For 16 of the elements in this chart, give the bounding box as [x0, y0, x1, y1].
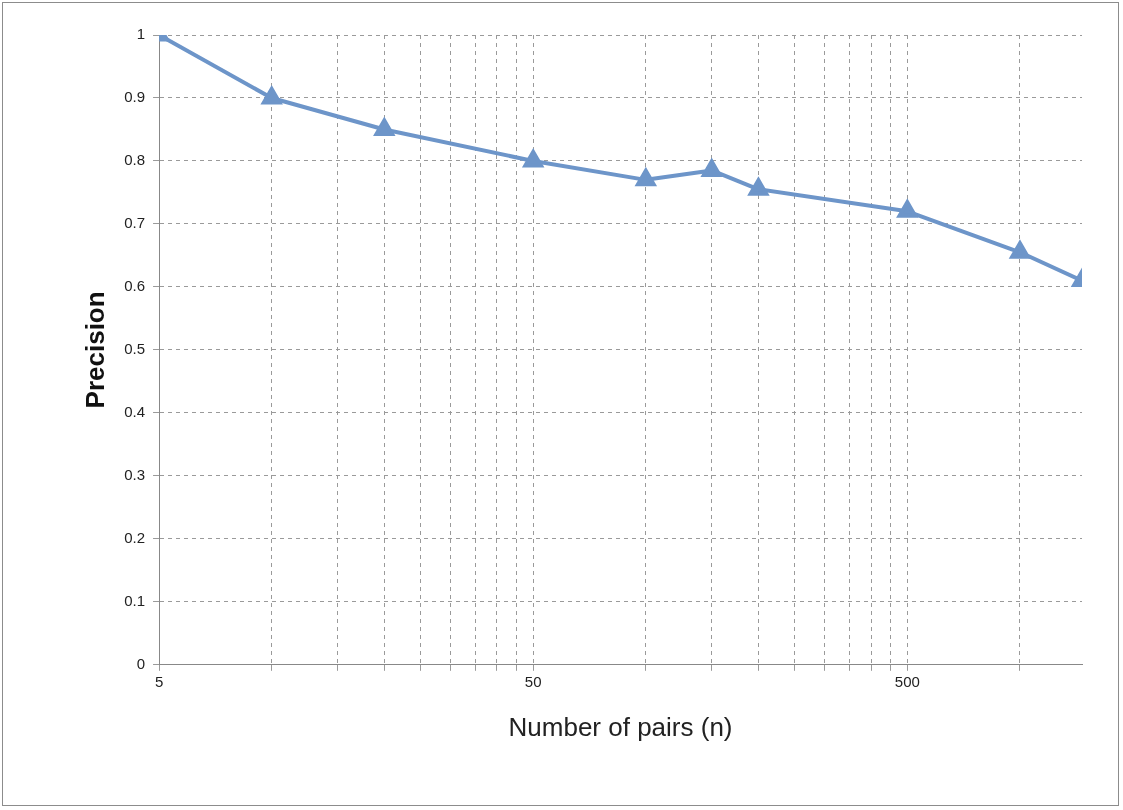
y-tick-label: 0.5: [124, 340, 146, 358]
y-tick-label: 1: [136, 25, 146, 43]
x-tick-label: 50: [524, 672, 542, 690]
y-tick-label: 0.7: [124, 214, 146, 232]
y-tick-label: 0.2: [124, 528, 146, 546]
y-tick-label: 0.6: [124, 277, 146, 295]
x-tick-label: 5: [154, 672, 164, 690]
y-tick-label: 0.1: [124, 591, 146, 609]
x-axis-title: Number of pairs (n): [508, 711, 733, 742]
y-axis-title: Precision: [79, 291, 110, 409]
y-tick-label: 0.4: [124, 403, 146, 421]
y-tick-label: 0: [136, 654, 146, 672]
y-tick-label: 0.9: [124, 88, 146, 106]
x-tick-label: 500: [894, 672, 920, 690]
y-tick-label: 0.3: [124, 466, 146, 483]
y-tick-label: 0.8: [124, 151, 146, 169]
